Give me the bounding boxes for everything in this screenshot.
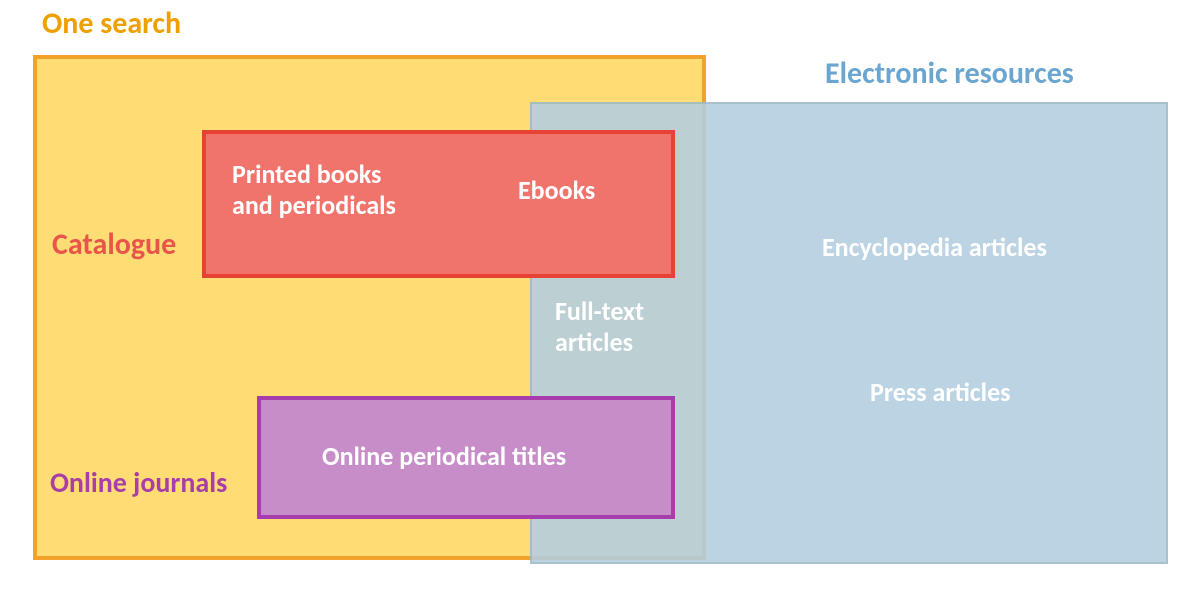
item-online-periodical-titles: Online periodical titles — [322, 441, 566, 472]
item-fulltext-articles: Full-text articles — [555, 296, 644, 358]
item-ebooks: Ebooks — [518, 175, 595, 206]
label-online-journals: Online journals — [50, 466, 227, 500]
item-press-articles: Press articles — [870, 377, 1011, 408]
diagram-stage: One search Electronic resources Catalogu… — [0, 0, 1200, 606]
label-electronic-resources: Electronic resources — [825, 56, 1074, 92]
item-encyclopedia-articles: Encyclopedia articles — [822, 232, 1047, 263]
label-one-search: One search — [42, 6, 181, 42]
item-printed-books: Printed books and periodicals — [232, 159, 396, 221]
label-catalogue: Catalogue — [52, 227, 176, 263]
